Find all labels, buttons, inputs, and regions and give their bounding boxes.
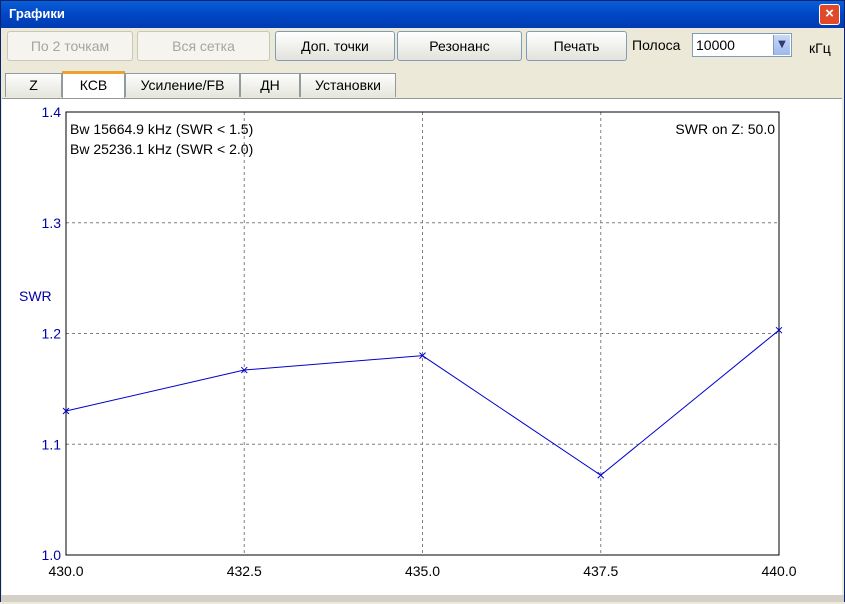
window-title: Графики <box>9 6 65 21</box>
data-point-marker <box>775 326 783 334</box>
toolbar: По 2 точкам Вся сетка Доп. точки Резонан… <box>1 28 844 68</box>
band-unit-label: кГц <box>809 40 831 56</box>
status-strip <box>1 595 844 602</box>
annotation-bw-1: Bw 15664.9 kHz (SWR < 1.5) <box>70 121 253 137</box>
y-tick-label: 1.0 <box>42 547 62 563</box>
tab-gain-fb[interactable]: Усиление/FB <box>125 73 240 97</box>
x-tick-label: 437.5 <box>583 563 618 579</box>
y-tick-label: 1.1 <box>42 436 62 452</box>
swr-chart: 430.0 432.5 435.0 437.5 440.0 1.0 1.1 1.2 1.3 1.4… <box>19 104 797 579</box>
data-point-marker <box>419 352 426 360</box>
two-points-button[interactable]: По 2 точкам <box>7 31 133 61</box>
resonance-button[interactable]: Резонанс <box>397 31 522 61</box>
print-button[interactable]: Печать <box>526 31 627 61</box>
data-point-marker <box>597 471 605 479</box>
y-tick-label: 1.4 <box>42 104 62 120</box>
chevron-down-icon[interactable]: ▼ <box>773 35 790 55</box>
annotation-swr-on-z: SWR on Z: 50.0 <box>675 121 775 137</box>
tab-swr[interactable]: КСВ <box>62 71 125 99</box>
y-tick-label: 1.2 <box>42 326 62 342</box>
band-select[interactable]: 10000 ▼ <box>692 33 792 57</box>
y-axis-label: SWR <box>19 288 52 304</box>
y-tick-label: 1.3 <box>42 215 62 231</box>
x-tick-label: 432.5 <box>227 563 262 579</box>
tab-settings[interactable]: Установки <box>300 73 396 97</box>
band-value: 10000 <box>696 37 735 53</box>
x-tick-label: 440.0 <box>761 563 796 579</box>
data-point-marker <box>240 366 248 374</box>
close-button[interactable]: × <box>819 4 840 25</box>
tab-pattern[interactable]: ДН <box>240 73 300 97</box>
all-grid-button[interactable]: Вся сетка <box>137 31 270 61</box>
tab-z[interactable]: Z <box>5 73 62 97</box>
annotation-bw-2: Bw 25236.1 kHz (SWR < 2.0) <box>70 141 253 157</box>
title-bar[interactable]: Графики × <box>1 1 844 28</box>
extra-points-button[interactable]: Доп. точки <box>275 31 395 61</box>
tab-bar: Z КСВ Усиление/FB ДН Установки <box>1 71 844 99</box>
x-tick-label: 435.0 <box>405 563 440 579</box>
band-label: Полоса <box>632 37 681 53</box>
close-icon: × <box>825 5 834 22</box>
chart-panel: 430.0 432.5 435.0 437.5 440.0 1.0 1.1 1.2 1.3 1.4… <box>2 98 842 600</box>
x-tick-label: 430.0 <box>48 563 83 579</box>
data-point-marker <box>62 407 70 415</box>
plot-frame <box>65 111 780 556</box>
